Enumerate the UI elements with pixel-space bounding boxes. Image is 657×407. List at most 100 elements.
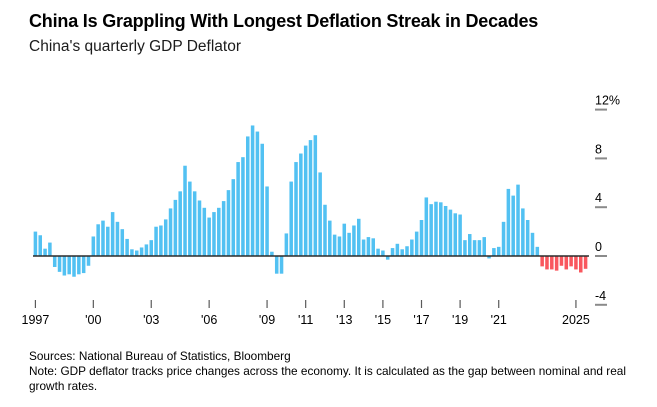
x-tick-label: '17 bbox=[413, 313, 429, 327]
gdp-deflator-bar bbox=[294, 162, 298, 256]
gdp-deflator-bar bbox=[337, 236, 342, 256]
gdp-deflator-bar bbox=[72, 256, 76, 277]
gdp-deflator-bar bbox=[381, 250, 385, 256]
gdp-deflator-bar bbox=[328, 220, 332, 256]
gdp-deflator-bar bbox=[173, 199, 178, 256]
gdp-deflator-bar bbox=[564, 256, 569, 270]
gdp-deflator-bar bbox=[347, 232, 351, 256]
y-tick-label: 4 bbox=[595, 191, 602, 205]
gdp-deflator-bar bbox=[487, 256, 491, 259]
gdp-deflator-bar bbox=[96, 224, 100, 256]
gdp-deflator-bar bbox=[540, 256, 544, 267]
gdp-deflator-bar bbox=[332, 234, 337, 256]
gdp-deflator-bar bbox=[154, 226, 158, 256]
gdp-deflator-bar bbox=[289, 181, 293, 256]
gdp-deflator-bar bbox=[149, 240, 153, 256]
gdp-deflator-bar bbox=[545, 256, 549, 270]
gdp-deflator-bar bbox=[414, 231, 419, 256]
gdp-deflator-bar bbox=[511, 195, 515, 256]
gdp-deflator-bar bbox=[506, 188, 511, 256]
gdp-deflator-bar bbox=[458, 214, 462, 256]
gdp-deflator-bar bbox=[376, 248, 380, 256]
gdp-deflator-bar bbox=[125, 238, 129, 256]
gdp-deflator-bar bbox=[178, 191, 182, 256]
x-tick-label: '11 bbox=[298, 313, 313, 327]
x-tick-label: 1997 bbox=[22, 313, 50, 327]
gdp-deflator-bar bbox=[202, 207, 207, 256]
x-tick-label: 2025 bbox=[562, 313, 590, 327]
gdp-deflator-bar bbox=[492, 248, 496, 256]
gdp-deflator-bar bbox=[207, 217, 211, 256]
gdp-deflator-bar bbox=[91, 236, 96, 256]
gdp-deflator-bar bbox=[400, 249, 404, 256]
gdp-deflator-bar bbox=[115, 221, 120, 256]
gdp-deflator-bar bbox=[357, 218, 361, 256]
gdp-deflator-bar bbox=[405, 246, 409, 256]
gdp-deflator-bar bbox=[579, 256, 583, 273]
chart-footer: Sources: National Bureau of Statistics, … bbox=[29, 349, 657, 394]
deflator-bar-chart: 12% 8 4 0 -4 1997 '00 '03 '06 '09 '11 '13 '15 '17 '19 '… bbox=[22, 94, 621, 327]
gdp-deflator-bar bbox=[530, 232, 535, 256]
gdp-deflator-bar bbox=[139, 247, 144, 256]
y-tick-label: 8 bbox=[595, 142, 602, 156]
gdp-deflator-bar bbox=[67, 256, 71, 275]
note-line: Note: GDP deflator tracks price changes … bbox=[29, 364, 626, 394]
gdp-deflator-bar bbox=[574, 256, 578, 270]
gdp-deflator-bar bbox=[342, 223, 347, 256]
gdp-deflator-bar bbox=[501, 221, 506, 256]
gdp-deflator-bar bbox=[318, 172, 322, 256]
gdp-deflator-bar bbox=[482, 237, 486, 256]
gdp-deflator-bar bbox=[429, 204, 433, 256]
gdp-deflator-bar bbox=[496, 246, 501, 256]
gdp-deflator-bar bbox=[101, 220, 105, 256]
gdp-deflator-bar bbox=[270, 251, 274, 256]
gdp-deflator-bar bbox=[106, 226, 110, 256]
gdp-deflator-bar bbox=[62, 256, 67, 276]
gdp-deflator-bar bbox=[197, 200, 202, 256]
gdp-deflator-bar bbox=[361, 239, 366, 256]
x-tick-label: '13 bbox=[336, 313, 352, 327]
gdp-deflator-bar bbox=[48, 242, 52, 256]
gdp-deflator-bar bbox=[260, 143, 264, 256]
gdp-deflator-bar bbox=[424, 197, 429, 256]
gdp-deflator-bar bbox=[130, 249, 134, 256]
gdp-deflator-bar bbox=[569, 256, 573, 267]
gdp-deflator-bar bbox=[279, 256, 284, 274]
page-title: China Is Grappling With Longest Deflatio… bbox=[29, 11, 539, 31]
gdp-deflator-bar bbox=[583, 256, 588, 269]
gdp-deflator-bar bbox=[395, 243, 400, 256]
gdp-deflator-bar bbox=[163, 219, 168, 256]
gdp-deflator-bar bbox=[255, 131, 260, 256]
gdp-deflator-bar bbox=[453, 213, 458, 256]
x-tick-label: '21 bbox=[491, 313, 507, 327]
gdp-deflator-bar bbox=[226, 190, 231, 256]
gdp-deflator-bar bbox=[183, 165, 187, 256]
y-tick-label: -4 bbox=[595, 289, 606, 303]
x-tick-label: '19 bbox=[452, 313, 468, 327]
gdp-deflator-bar bbox=[250, 125, 255, 257]
gdp-deflator-bar bbox=[468, 234, 472, 256]
chart-area: 12% 8 4 0 -4 1997 '00 '03 '06 '09 '11 '13 '15 '17 '19 '… bbox=[18, 85, 650, 331]
gdp-deflator-bar bbox=[535, 246, 540, 256]
gdp-deflator-bar bbox=[192, 191, 197, 256]
x-tick-label: '03 bbox=[143, 313, 159, 327]
gdp-deflator-bar bbox=[284, 233, 289, 256]
gdp-deflator-bar bbox=[241, 157, 245, 256]
gdp-deflator-bar bbox=[308, 140, 313, 256]
gdp-deflator-bar bbox=[120, 229, 125, 256]
gdp-deflator-bar bbox=[274, 256, 279, 274]
gdp-deflator-bar bbox=[371, 238, 375, 256]
gdp-deflator-bar bbox=[385, 256, 390, 260]
gdp-deflator-bar bbox=[246, 136, 250, 256]
sources-line: Sources: National Bureau of Statistics, … bbox=[29, 349, 291, 363]
gdp-deflator-bar bbox=[366, 237, 371, 256]
gdp-deflator-bar bbox=[516, 184, 520, 256]
gdp-deflator-bar bbox=[231, 179, 236, 256]
gdp-deflator-bar bbox=[313, 135, 318, 256]
gdp-deflator-bar bbox=[135, 250, 139, 256]
gdp-deflator-bar bbox=[299, 153, 303, 256]
gdp-deflator-bar bbox=[81, 256, 86, 274]
gdp-deflator-bar bbox=[212, 212, 216, 256]
gdp-deflator-bar bbox=[463, 240, 467, 256]
